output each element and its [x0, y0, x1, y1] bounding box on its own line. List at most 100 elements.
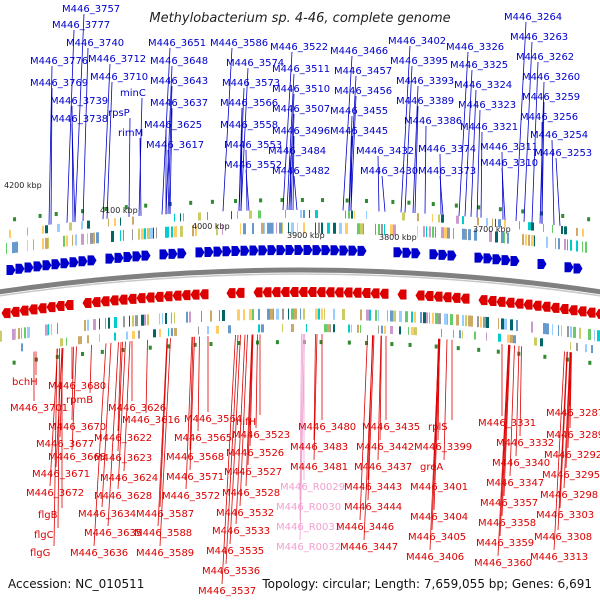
forward-cog-band	[90, 232, 93, 244]
reverse-cog-band-inner	[126, 331, 128, 340]
reverse-gene-label: M446_3308	[534, 532, 592, 543]
rna-gene-label: M446_R0032	[276, 542, 341, 553]
reverse-cog-band	[498, 318, 499, 330]
forward-callout-line	[404, 65, 413, 213]
outer-tick-mark	[364, 198, 368, 203]
forward-gene-label: M446_3648	[150, 56, 208, 67]
outer-tick-mark	[300, 198, 304, 203]
forward-gene-label: M446_3586	[210, 38, 268, 49]
forward-callout-line	[240, 67, 249, 211]
forward-gene-arrow	[33, 261, 43, 272]
reverse-callout-line	[53, 348, 58, 547]
reverse-gene-label: M446_3672	[26, 488, 84, 499]
reverse-gene-arrow	[118, 294, 128, 305]
scale-label: 3700 kbp	[473, 225, 511, 234]
reverse-cog-band	[114, 317, 117, 329]
forward-callout-line	[290, 113, 295, 211]
forward-callout-line	[501, 151, 504, 220]
forward-cog-band-outer	[81, 221, 83, 230]
forward-cog-band	[120, 230, 121, 242]
forward-cog-band-outer	[348, 210, 350, 219]
reverse-gene-arrow	[262, 287, 272, 298]
reverse-gene-arrow	[181, 290, 191, 301]
reverse-cog-band	[369, 309, 371, 321]
forward-gene-label: M446_3552	[224, 160, 282, 171]
forward-cog-band-outer	[351, 210, 353, 219]
forward-cog-band-outer	[183, 213, 184, 222]
forward-gene-label: rpsP	[108, 108, 130, 119]
forward-cog-band-outer	[315, 210, 318, 219]
forward-cog-band	[216, 224, 218, 236]
inner-tick-mark	[390, 342, 394, 347]
reverse-cog-band-inner	[282, 324, 283, 333]
forward-callout-line	[523, 41, 533, 222]
reverse-cog-band	[486, 317, 489, 329]
forward-cog-band	[441, 227, 444, 239]
reverse-gene-label: M446_3287	[546, 408, 600, 419]
reverse-cog-band	[270, 308, 273, 320]
reverse-cog-band	[588, 328, 591, 340]
reverse-callout-line	[189, 336, 194, 451]
forward-cog-band	[195, 225, 197, 237]
reverse-cog-band	[432, 312, 434, 324]
forward-cog-band	[132, 229, 133, 241]
reverse-cog-band-inner	[291, 324, 294, 333]
reverse-callout-line	[189, 336, 195, 471]
forward-gene-label: M446_3389	[396, 96, 454, 107]
reverse-cog-band	[48, 324, 49, 336]
reverse-gene-label: M446_3626	[108, 403, 166, 414]
forward-gene-label: M446_3311	[480, 142, 538, 153]
forward-gene-label: rimM	[118, 128, 143, 139]
reverse-cog-band	[27, 326, 30, 338]
forward-gene-arrow	[51, 259, 61, 270]
reverse-gene-label: M446_3313	[530, 552, 588, 563]
reverse-cog-band-inner	[357, 324, 359, 333]
forward-callout-line	[238, 107, 243, 211]
forward-gene-arrow	[213, 246, 223, 257]
forward-gene-label: M446_3643	[150, 76, 208, 87]
forward-callout-line	[348, 75, 357, 211]
forward-gene-arrow	[294, 245, 304, 256]
forward-cog-band-outer	[417, 213, 419, 222]
scale-label: 4000 kbp	[192, 222, 230, 231]
forward-gene-label: M446_3456	[334, 86, 392, 97]
rna-gene-label: M446_R0029	[280, 482, 345, 493]
forward-gene-label: M446_3373	[418, 166, 476, 177]
forward-gene-arrow	[474, 252, 484, 263]
forward-callout-line	[286, 73, 295, 211]
forward-cog-band-outer	[402, 212, 405, 221]
reverse-gene-arrow	[379, 288, 389, 299]
reverse-cog-band	[450, 314, 453, 326]
reverse-callout-line	[57, 348, 60, 529]
reverse-gene-label: M446_3636	[70, 548, 128, 559]
reverse-cog-band-inner	[174, 327, 177, 336]
inner-tick-mark	[456, 346, 460, 351]
reverse-cog-band	[387, 310, 388, 322]
forward-gene-arrow	[393, 247, 403, 258]
reverse-gene-label: M446_3358	[478, 518, 536, 529]
forward-gene-label: M446_3466	[330, 46, 388, 57]
forward-gene-arrow	[429, 249, 439, 260]
forward-callout-line	[293, 175, 298, 211]
reverse-cog-band-inner	[198, 326, 199, 335]
reverse-gene-arrow	[1, 308, 11, 319]
outer-tick-mark	[521, 209, 525, 214]
forward-gene-arrow	[105, 253, 115, 264]
outer-tick-mark	[13, 217, 17, 222]
forward-cog-band-outer	[519, 221, 520, 230]
forward-cog-band	[501, 232, 504, 244]
inner-tick-mark	[12, 360, 16, 365]
forward-cog-band-outer	[180, 213, 181, 222]
reverse-cog-band	[144, 314, 146, 326]
forward-cog-band	[87, 233, 88, 245]
reverse-cog-band	[282, 308, 284, 320]
inner-tick-mark	[434, 344, 438, 349]
reverse-cog-band	[360, 309, 362, 321]
reverse-cog-band-inner	[153, 329, 156, 338]
reverse-gene-label: flgG	[30, 548, 50, 559]
reverse-gene-label: bchH	[12, 377, 38, 388]
forward-cog-band-outer	[354, 210, 355, 219]
reverse-gene-arrow	[19, 305, 29, 316]
reverse-gene-arrow	[550, 302, 560, 313]
